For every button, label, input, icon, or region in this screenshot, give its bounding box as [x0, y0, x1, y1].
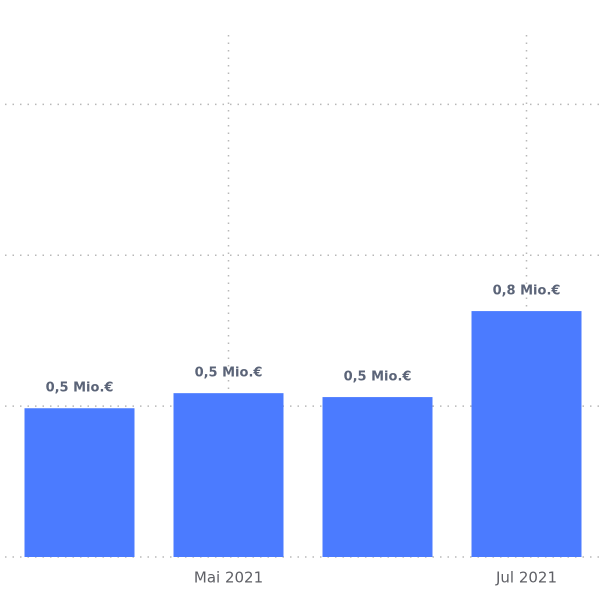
bar	[173, 393, 284, 557]
x-tick-label: Mai 2021	[194, 569, 263, 587]
data-label: 0,5 Mio.€	[195, 366, 263, 381]
data-label: 0,5 Mio.€	[344, 370, 412, 385]
bar	[24, 408, 135, 557]
x-tick-label: Jul 2021	[495, 569, 557, 587]
bar	[322, 397, 433, 557]
bar	[471, 311, 582, 557]
data-label: 0,5 Mio.€	[46, 381, 114, 396]
data-label: 0,8 Mio.€	[493, 284, 561, 299]
